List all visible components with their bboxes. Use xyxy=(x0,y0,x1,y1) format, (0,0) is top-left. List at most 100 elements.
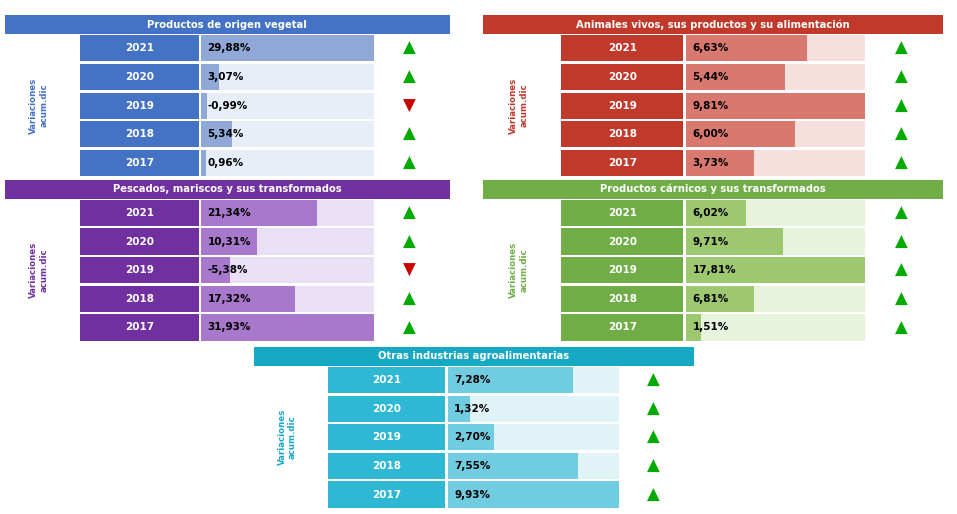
FancyBboxPatch shape xyxy=(80,257,199,283)
Text: 6,02%: 6,02% xyxy=(693,208,729,218)
Text: ▲: ▲ xyxy=(648,399,660,417)
Text: 10,31%: 10,31% xyxy=(208,236,251,247)
Text: Variaciones
acum.dic: Variaciones acum.dic xyxy=(278,409,297,465)
Text: Otras industrias agroalimentarias: Otras industrias agroalimentarias xyxy=(378,351,569,361)
Text: 3,73%: 3,73% xyxy=(693,158,729,168)
Text: ▲: ▲ xyxy=(403,154,415,172)
FancyBboxPatch shape xyxy=(483,180,943,198)
Text: Animales vivos, sus productos y su alimentación: Animales vivos, sus productos y su alime… xyxy=(576,20,850,30)
FancyBboxPatch shape xyxy=(685,257,865,283)
Text: 2021: 2021 xyxy=(372,375,401,385)
Text: 2019: 2019 xyxy=(125,101,154,111)
Text: 9,93%: 9,93% xyxy=(455,489,490,500)
FancyBboxPatch shape xyxy=(328,482,445,507)
FancyBboxPatch shape xyxy=(5,15,450,34)
Text: 2018: 2018 xyxy=(608,130,636,139)
FancyBboxPatch shape xyxy=(201,286,374,312)
Text: Variaciones
acum.dic: Variaciones acum.dic xyxy=(509,242,528,298)
Text: 7,55%: 7,55% xyxy=(455,461,491,471)
Text: 2020: 2020 xyxy=(608,236,636,247)
FancyBboxPatch shape xyxy=(685,286,754,312)
Text: 2019: 2019 xyxy=(608,265,636,275)
FancyBboxPatch shape xyxy=(201,200,317,226)
FancyBboxPatch shape xyxy=(448,453,619,479)
FancyBboxPatch shape xyxy=(448,396,471,421)
FancyBboxPatch shape xyxy=(562,150,683,176)
FancyBboxPatch shape xyxy=(201,64,374,90)
Text: ▲: ▲ xyxy=(895,232,907,250)
FancyBboxPatch shape xyxy=(448,367,619,393)
Text: ▲: ▲ xyxy=(648,428,660,446)
Text: ▲: ▲ xyxy=(895,97,907,115)
Text: 6,00%: 6,00% xyxy=(693,130,729,139)
Text: ▲: ▲ xyxy=(403,204,415,222)
Text: ▼: ▼ xyxy=(403,97,415,115)
FancyBboxPatch shape xyxy=(80,150,199,176)
FancyBboxPatch shape xyxy=(201,35,374,61)
Text: -5,38%: -5,38% xyxy=(208,265,248,275)
Text: 5,34%: 5,34% xyxy=(208,130,244,139)
Text: 6,63%: 6,63% xyxy=(693,43,729,53)
FancyBboxPatch shape xyxy=(80,121,199,148)
FancyBboxPatch shape xyxy=(685,200,746,226)
Text: ▲: ▲ xyxy=(403,68,415,86)
FancyBboxPatch shape xyxy=(448,396,619,421)
FancyBboxPatch shape xyxy=(685,315,701,340)
FancyBboxPatch shape xyxy=(201,200,374,226)
Text: 2,70%: 2,70% xyxy=(455,432,491,442)
FancyBboxPatch shape xyxy=(562,315,683,340)
FancyBboxPatch shape xyxy=(562,93,683,119)
FancyBboxPatch shape xyxy=(201,228,374,254)
Text: 2019: 2019 xyxy=(372,432,401,442)
FancyBboxPatch shape xyxy=(80,64,199,90)
FancyBboxPatch shape xyxy=(685,121,865,148)
FancyBboxPatch shape xyxy=(562,35,683,61)
FancyBboxPatch shape xyxy=(562,64,683,90)
FancyBboxPatch shape xyxy=(685,121,795,148)
Text: 1,32%: 1,32% xyxy=(455,403,490,414)
Text: 2018: 2018 xyxy=(608,294,636,304)
FancyBboxPatch shape xyxy=(562,286,683,312)
FancyBboxPatch shape xyxy=(448,482,619,507)
Text: 5,44%: 5,44% xyxy=(693,72,729,82)
Text: ▲: ▲ xyxy=(648,371,660,389)
Text: 2018: 2018 xyxy=(125,130,154,139)
FancyBboxPatch shape xyxy=(685,315,865,340)
FancyBboxPatch shape xyxy=(448,367,573,393)
FancyBboxPatch shape xyxy=(448,424,494,450)
FancyBboxPatch shape xyxy=(201,93,374,119)
FancyBboxPatch shape xyxy=(80,35,199,61)
FancyBboxPatch shape xyxy=(562,228,683,254)
Text: 2019: 2019 xyxy=(125,265,154,275)
Text: Productos de origen vegetal: Productos de origen vegetal xyxy=(147,20,307,30)
Text: ▲: ▲ xyxy=(895,40,907,58)
FancyBboxPatch shape xyxy=(685,64,785,90)
Text: ▲: ▲ xyxy=(403,319,415,337)
Text: 2017: 2017 xyxy=(608,158,637,168)
Text: 2020: 2020 xyxy=(125,72,154,82)
FancyBboxPatch shape xyxy=(201,257,374,283)
Text: ▲: ▲ xyxy=(403,125,415,143)
Text: -0,99%: -0,99% xyxy=(208,101,248,111)
FancyBboxPatch shape xyxy=(685,35,865,61)
FancyBboxPatch shape xyxy=(80,93,199,119)
Text: ▲: ▲ xyxy=(895,125,907,143)
Text: Variaciones
acum.dic: Variaciones acum.dic xyxy=(29,78,49,134)
FancyBboxPatch shape xyxy=(685,93,865,119)
Text: ▲: ▲ xyxy=(403,40,415,58)
FancyBboxPatch shape xyxy=(201,35,374,61)
FancyBboxPatch shape xyxy=(685,93,865,119)
FancyBboxPatch shape xyxy=(201,228,256,254)
FancyBboxPatch shape xyxy=(328,367,445,393)
Text: 2020: 2020 xyxy=(125,236,154,247)
Text: ▲: ▲ xyxy=(895,204,907,222)
Text: ▲: ▲ xyxy=(895,261,907,279)
FancyBboxPatch shape xyxy=(201,150,374,176)
FancyBboxPatch shape xyxy=(201,121,374,148)
Text: 17,81%: 17,81% xyxy=(693,265,736,275)
Text: 9,81%: 9,81% xyxy=(693,101,728,111)
Text: 2021: 2021 xyxy=(608,43,636,53)
Text: 2017: 2017 xyxy=(372,489,402,500)
FancyBboxPatch shape xyxy=(80,286,199,312)
Text: 2018: 2018 xyxy=(372,461,401,471)
